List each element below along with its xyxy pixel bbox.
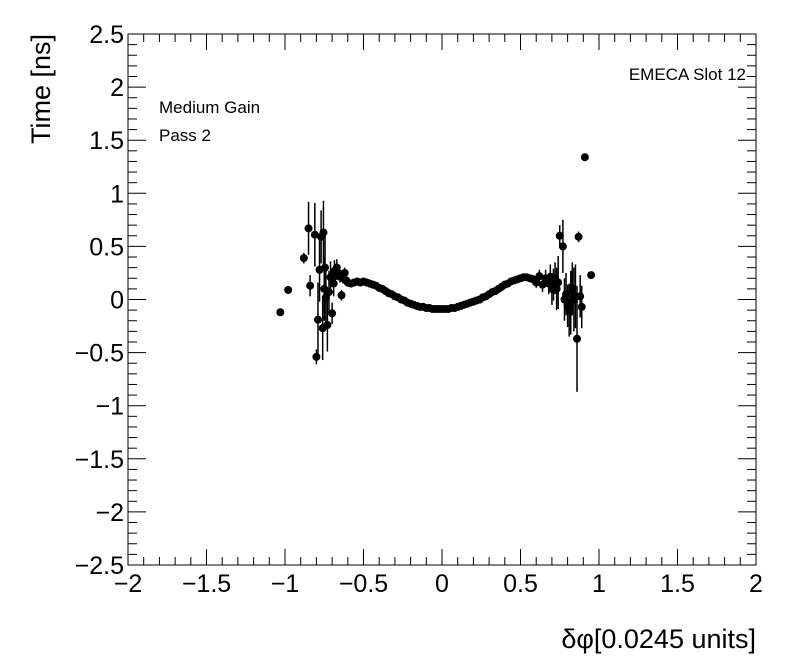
data-point — [587, 271, 596, 280]
pass-label: Pass 2 — [159, 126, 211, 145]
x-tick-label: 0.5 — [503, 570, 538, 598]
data-points — [276, 153, 596, 392]
x-tick-label: −2 — [114, 570, 143, 598]
slot-label: EMECA Slot 12 — [629, 65, 746, 84]
data-point — [276, 308, 285, 317]
x-axis-title: δφ[0.0245 units] — [561, 624, 756, 654]
data-point — [340, 268, 349, 277]
x-tick-label: −0.5 — [339, 570, 388, 598]
y-tick-label: 0 — [110, 287, 124, 315]
y-tick-label: 1.5 — [89, 127, 124, 155]
y-tick-labels: −2.5 −2 −1.5 −1 −0.5 0 0.5 1 1.5 2 2.5 — [75, 21, 124, 580]
data-point — [304, 224, 313, 233]
axis-ticks — [127, 33, 757, 566]
y-tick-label: −1.5 — [75, 446, 124, 474]
y-tick-label: −2 — [95, 499, 124, 527]
x-tick-label: −1 — [271, 570, 300, 598]
data-point — [319, 228, 328, 237]
data-point — [532, 278, 541, 287]
data-point — [576, 292, 585, 301]
data-point — [310, 230, 319, 239]
data-point — [306, 281, 315, 290]
x-tick-label: 1.5 — [660, 570, 695, 598]
y-tick-label: 2.5 — [89, 21, 124, 49]
y-tick-label: 0.5 — [89, 233, 124, 261]
data-point — [323, 320, 332, 329]
data-point — [328, 309, 337, 318]
data-point — [337, 291, 346, 300]
y-tick-label: −1 — [95, 393, 124, 421]
y-tick-label: −0.5 — [75, 340, 124, 368]
data-point — [580, 153, 589, 162]
data-point — [573, 334, 582, 343]
data-point — [284, 285, 293, 294]
y-tick-label: 2 — [110, 74, 124, 102]
data-point — [574, 232, 583, 241]
x-tick-label: 2 — [749, 570, 763, 598]
data-point — [555, 231, 564, 240]
data-point — [554, 278, 563, 287]
data-point — [312, 352, 321, 361]
x-tick-labels: −2 −1.5 −1 −0.5 0 0.5 1 1.5 2 — [114, 570, 763, 598]
x-tick-label: 1 — [592, 570, 606, 598]
y-tick-label: 1 — [110, 180, 124, 208]
data-point — [313, 315, 322, 324]
data-point — [538, 280, 547, 289]
y-axis-title: Time [ns] — [26, 34, 56, 144]
data-point — [324, 288, 333, 297]
x-tick-label: 0 — [435, 570, 449, 598]
data-point — [577, 302, 586, 311]
gain-label: Medium Gain — [159, 98, 260, 117]
data-point — [535, 272, 544, 281]
data-point — [558, 242, 567, 251]
data-point — [329, 279, 338, 288]
data-point — [321, 263, 330, 272]
y-tick-label: −2.5 — [75, 552, 124, 580]
data-point — [299, 254, 308, 263]
x-tick-label: −1.5 — [182, 570, 231, 598]
